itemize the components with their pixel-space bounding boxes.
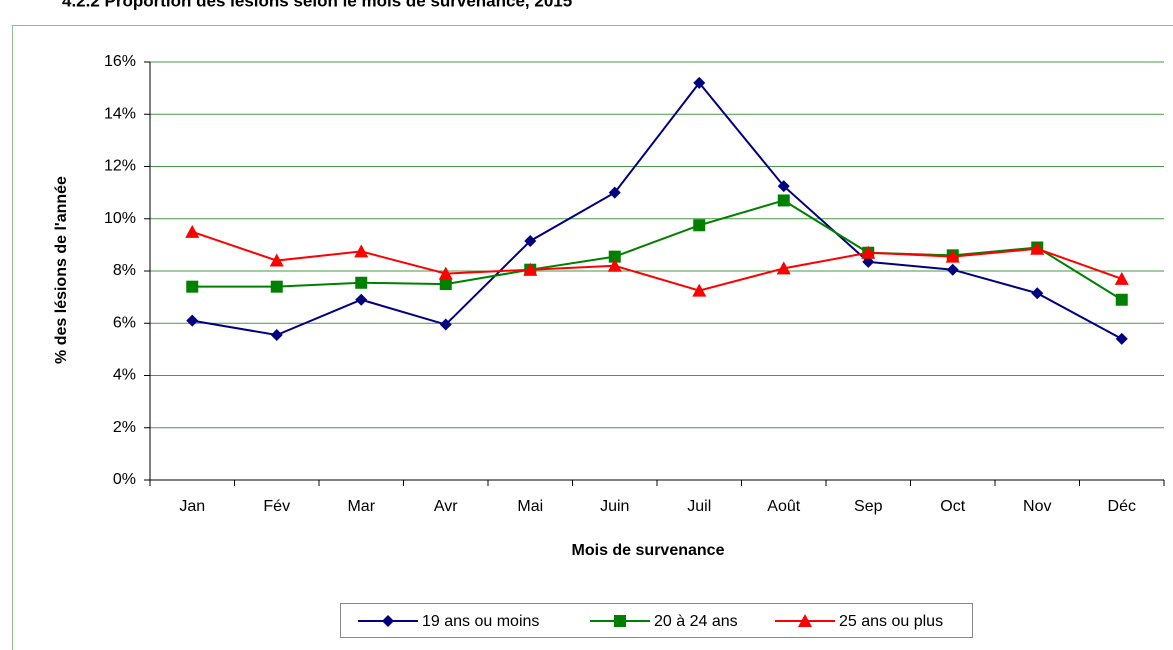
data-point xyxy=(861,245,876,259)
data-point xyxy=(186,280,199,293)
data-point xyxy=(862,255,875,268)
data-point xyxy=(1030,241,1045,255)
data-point xyxy=(186,314,199,327)
legend xyxy=(340,603,973,638)
data-point xyxy=(777,180,790,193)
x-tick-label: Mai xyxy=(517,498,543,515)
y-tick-label: 16% xyxy=(104,53,136,70)
legend-label: 19 ans ou moins xyxy=(422,613,539,630)
data-point xyxy=(354,244,369,258)
data-point xyxy=(607,258,622,272)
y-tick-label: 6% xyxy=(113,314,136,331)
x-tick-label: Sep xyxy=(854,498,883,515)
x-tick-label: Mar xyxy=(347,498,375,515)
data-point xyxy=(1114,271,1129,285)
y-tick-label: 4% xyxy=(113,367,136,384)
x-tick-label: Jan xyxy=(179,498,205,515)
legend-label: 25 ans ou plus xyxy=(839,613,943,630)
x-tick-label: Déc xyxy=(1108,498,1136,515)
data-point xyxy=(355,293,368,306)
data-point xyxy=(608,250,621,263)
y-tick-label: 2% xyxy=(113,419,136,436)
data-point xyxy=(945,249,960,263)
data-point xyxy=(439,318,452,331)
data-point xyxy=(693,76,706,89)
data-point xyxy=(185,224,200,238)
data-point xyxy=(692,283,707,297)
data-point xyxy=(524,234,537,247)
data-point xyxy=(439,278,452,291)
legend-marker xyxy=(382,615,394,627)
data-point xyxy=(270,280,283,293)
data-point xyxy=(1115,332,1128,345)
x-tick-label: Avr xyxy=(434,498,458,515)
data-point xyxy=(946,263,959,276)
data-point xyxy=(776,261,791,275)
x-tick-label: Nov xyxy=(1023,498,1051,515)
series-line xyxy=(191,230,1123,292)
data-point xyxy=(270,329,283,342)
x-tick-label: Juin xyxy=(600,498,629,515)
x-tick-label: Fév xyxy=(263,498,290,515)
y-axis-label: % des lésions de l'année xyxy=(53,176,70,364)
legend-marker xyxy=(798,614,812,627)
series-line xyxy=(192,199,1123,301)
series-line xyxy=(192,81,1123,340)
y-tick-label: 8% xyxy=(113,262,136,279)
data-point xyxy=(693,219,706,232)
data-point xyxy=(608,186,621,199)
y-tick-label: 12% xyxy=(104,158,136,175)
data-point xyxy=(523,262,538,276)
chart-frame xyxy=(12,25,1173,650)
x-tick-label: Juil xyxy=(687,498,711,515)
legend-marker xyxy=(614,615,626,627)
y-tick-label: 10% xyxy=(104,210,136,227)
data-point xyxy=(1031,287,1044,300)
data-point xyxy=(355,276,368,289)
x-tick-label: Août xyxy=(767,498,800,515)
y-tick-label: 0% xyxy=(113,471,136,488)
x-tick-label: Oct xyxy=(940,498,965,515)
data-point xyxy=(438,266,453,280)
legend-label: 20 à 24 ans xyxy=(654,613,738,630)
chart-title: 4.2.2 Proportion des lésions selon le mo… xyxy=(62,0,572,10)
data-point xyxy=(1115,293,1128,306)
data-point xyxy=(777,194,790,207)
y-tick-label: 14% xyxy=(104,105,136,122)
data-point xyxy=(269,253,284,267)
x-axis-label: Mois de survenance xyxy=(572,542,725,559)
